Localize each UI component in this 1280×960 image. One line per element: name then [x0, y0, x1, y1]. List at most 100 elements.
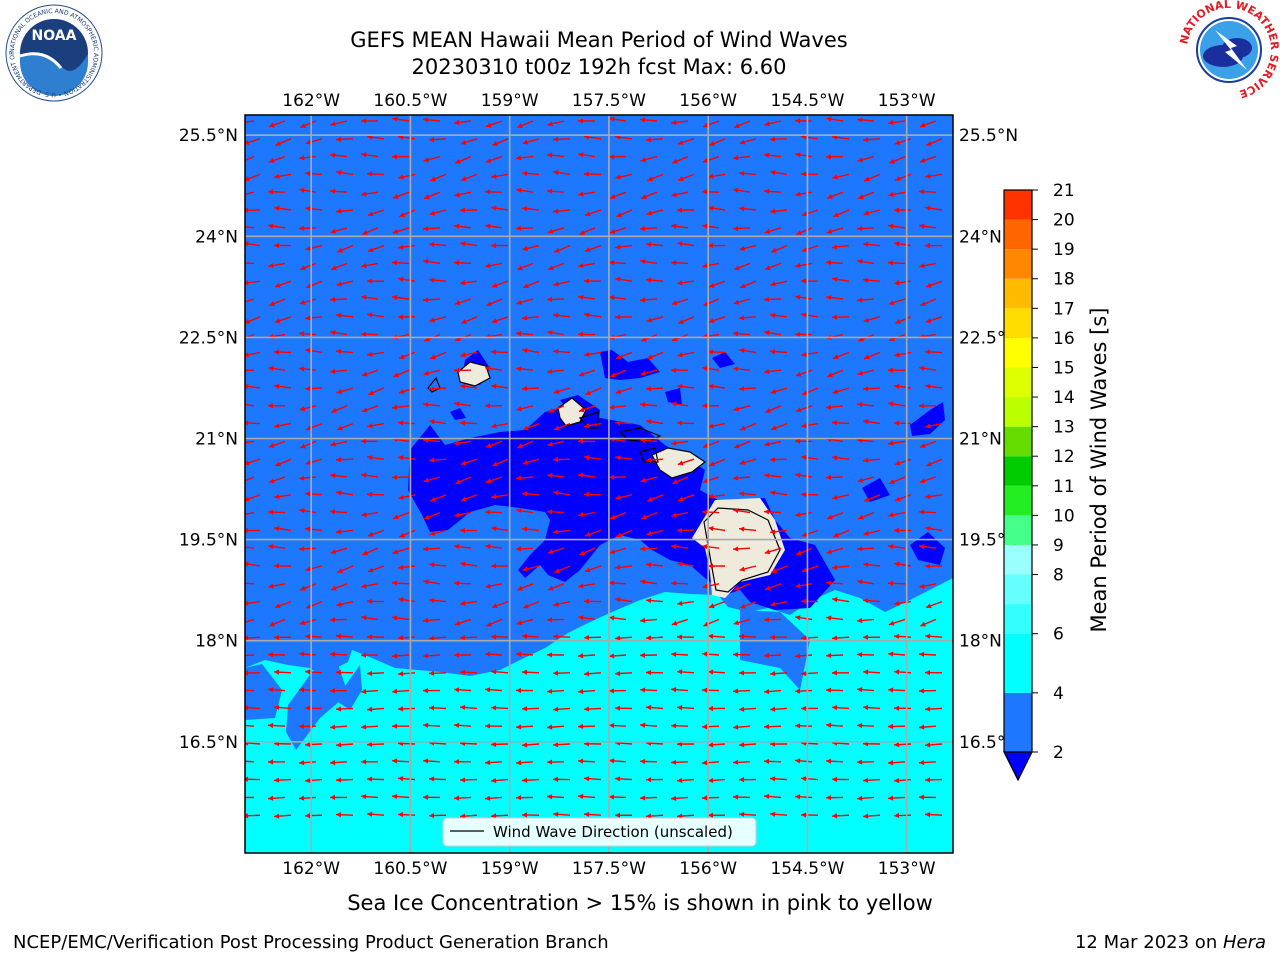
- wave-direction-arrowhead: [429, 705, 435, 711]
- wave-direction-arrowhead: [888, 760, 894, 766]
- wave-direction-arrowhead: [429, 776, 435, 782]
- wave-direction-arrowhead: [361, 511, 367, 518]
- wave-direction-arrowhead: [398, 776, 404, 782]
- wave-direction-arrowhead: [702, 509, 708, 515]
- wave-direction-arrowhead: [888, 401, 894, 407]
- wave-direction-arrowhead: [305, 170, 311, 177]
- wave-direction-arrowhead: [368, 390, 374, 396]
- wave-direction-arrowhead: [578, 793, 584, 800]
- wave-direction-arrowhead: [708, 705, 714, 712]
- wave-direction-arrowhead: [361, 472, 367, 478]
- wave-direction-arrowhead: [274, 634, 280, 640]
- wave-direction-arrowhead: [522, 315, 528, 321]
- wave-direction-arrowhead: [460, 352, 466, 358]
- footer-date-text: 12 Mar 2023 on: [1074, 932, 1223, 953]
- wave-direction-arrowhead: [578, 407, 585, 413]
- wave-direction-arrowhead: [547, 188, 553, 194]
- lon-tick-label: 159°W: [481, 859, 539, 879]
- wave-direction-arrowhead: [485, 759, 491, 766]
- wave-direction-arrowhead: [330, 188, 336, 194]
- wave-direction-arrowhead: [833, 532, 839, 538]
- wave-direction-arrowhead: [863, 777, 869, 783]
- lon-tick-label: 157.5°W: [572, 859, 646, 879]
- wave-direction-arrowhead: [392, 154, 398, 160]
- wave-direction-arrowhead: [708, 777, 714, 784]
- wave-direction-arrowhead: [522, 742, 528, 748]
- wave-direction-arrowhead: [733, 794, 739, 800]
- wave-direction-arrowhead: [553, 706, 559, 712]
- wave-direction-arrowhead: [832, 244, 838, 250]
- wave-direction-arrowhead: [640, 297, 646, 303]
- wave-direction-arrowhead: [733, 331, 739, 337]
- wave-direction-arrowhead: [609, 722, 615, 729]
- wave-direction-arrowhead: [888, 223, 894, 229]
- wave-direction-arrowhead: [646, 419, 652, 425]
- wave-direction-arrowhead: [584, 454, 590, 461]
- wave-direction-arrowhead: [491, 349, 497, 355]
- wave-direction-arrowhead: [646, 457, 652, 463]
- wave-direction-arrowhead: [578, 438, 584, 444]
- wave-direction-arrowhead: [863, 277, 869, 283]
- wave-direction-arrowhead: [516, 760, 522, 766]
- wave-direction-arrowhead: [485, 189, 491, 195]
- wave-direction-arrowhead: [460, 777, 466, 783]
- wave-direction-arrowhead: [245, 561, 249, 567]
- wave-direction-arrowhead: [268, 122, 275, 128]
- wave-direction-arrowhead: [640, 617, 646, 624]
- wave-direction-arrowhead: [336, 742, 342, 748]
- wave-direction-arrowhead: [423, 258, 429, 265]
- wave-direction-arrowhead: [423, 653, 429, 659]
- wave-direction-arrowhead: [734, 123, 740, 128]
- wave-direction-arrowhead: [517, 265, 523, 271]
- lon-tick-label: 156°W: [679, 859, 737, 879]
- wave-direction-arrowhead: [553, 169, 559, 176]
- wave-direction-arrowhead: [894, 600, 900, 606]
- wave-direction-arrowhead: [801, 211, 808, 217]
- colorbar-cell: [1004, 456, 1032, 486]
- wave-direction-arrowhead: [826, 294, 832, 301]
- wave-direction-arrowhead: [677, 527, 683, 534]
- wave-direction-arrowhead: [547, 794, 553, 800]
- wave-direction-arrowhead: [268, 223, 274, 229]
- wave-direction-arrowhead: [485, 687, 491, 693]
- wave-direction-arrowhead: [330, 509, 336, 515]
- wave-direction-arrowhead: [677, 352, 683, 358]
- wave-direction-arrowhead: [857, 651, 863, 658]
- wave-direction-arrowhead: [770, 634, 776, 640]
- wave-direction-arrowhead: [671, 367, 677, 373]
- wave-direction-arrowhead: [578, 512, 584, 518]
- wave-direction-arrowhead: [615, 635, 621, 641]
- wave-direction-arrowhead: [771, 247, 777, 253]
- wave-direction-arrowhead: [857, 117, 863, 123]
- wave-direction-arrowhead: [392, 474, 398, 480]
- wave-direction-arrowhead: [516, 546, 522, 552]
- wave-direction-arrowhead: [485, 122, 492, 128]
- wave-direction-arrowhead: [245, 241, 249, 247]
- wave-direction-arrowhead: [646, 813, 652, 819]
- wave-direction-arrowhead: [429, 419, 435, 425]
- wave-direction-arrowhead: [739, 777, 745, 783]
- wave-direction-arrowhead: [584, 811, 590, 818]
- wave-direction-arrowhead: [832, 813, 838, 819]
- wave-direction-arrowhead: [423, 722, 429, 728]
- wave-direction-arrowhead: [430, 354, 436, 360]
- lon-tick-label: 160.5°W: [373, 91, 447, 111]
- wave-direction-arrowhead: [584, 567, 591, 573]
- wave-direction-arrowhead: [615, 389, 622, 395]
- wave-direction-arrowhead: [584, 491, 590, 498]
- wave-direction-arrowhead: [331, 585, 337, 591]
- wave-direction-arrowhead: [677, 634, 683, 640]
- wave-direction-arrowhead: [578, 615, 584, 621]
- lat-tick-label-left: 24°N: [195, 227, 238, 247]
- wave-direction-arrowhead: [863, 704, 869, 711]
- wave-direction-arrowhead: [461, 176, 467, 182]
- wave-direction-arrowhead: [485, 509, 491, 515]
- colorbar-cell: [1004, 337, 1032, 368]
- wave-direction-arrowhead: [609, 116, 615, 122]
- wave-direction-arrowhead: [516, 508, 522, 514]
- wave-direction-arrowhead: [491, 777, 497, 784]
- wave-direction-arrowhead: [361, 371, 368, 377]
- wave-direction-arrowhead: [888, 440, 894, 446]
- wave-direction-arrowhead: [795, 438, 801, 444]
- wave-direction-arrowhead: [827, 514, 833, 520]
